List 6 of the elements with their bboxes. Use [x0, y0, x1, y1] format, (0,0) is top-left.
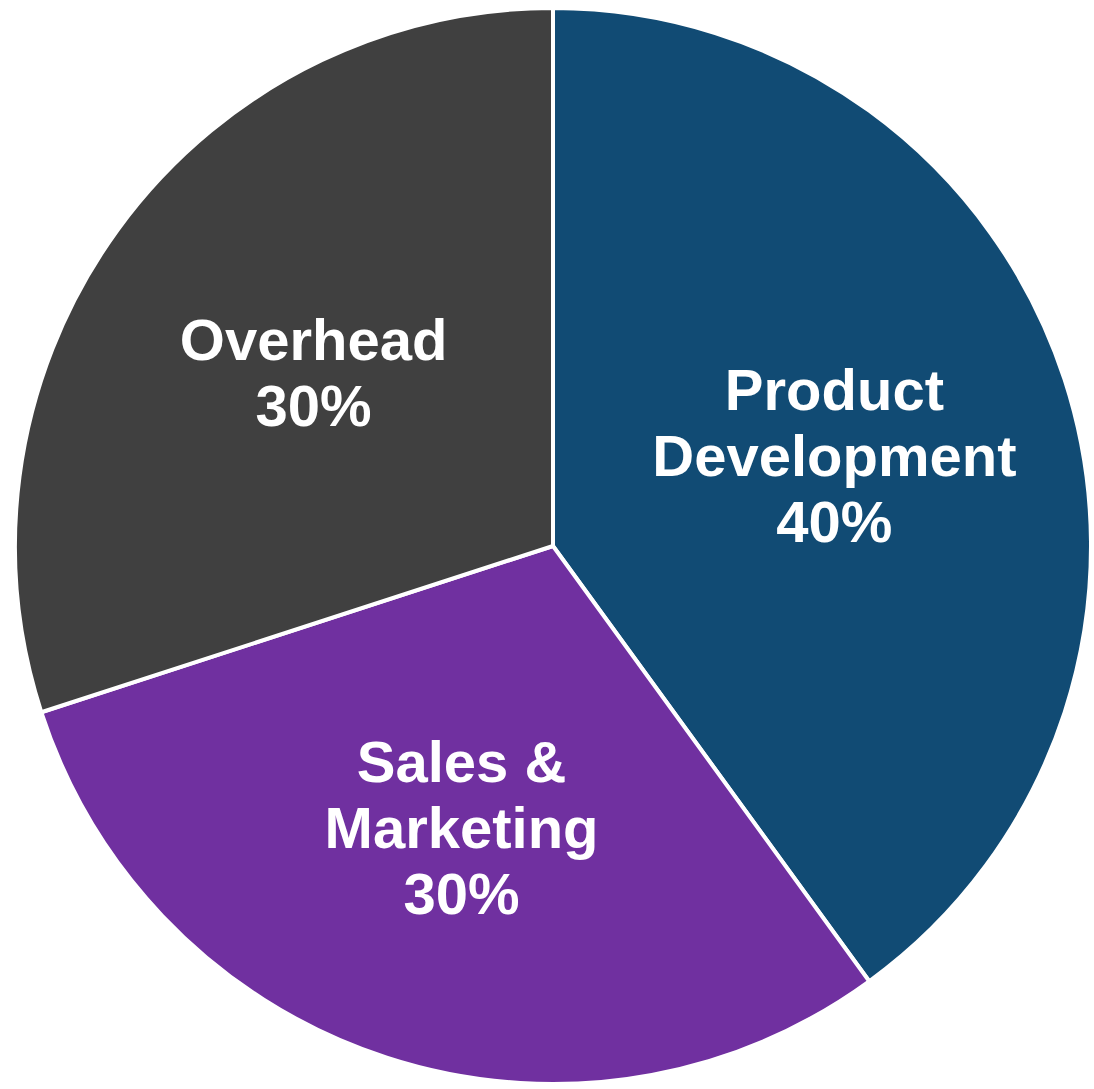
data-label: 30%	[403, 860, 520, 926]
slice-label: Product Development	[652, 356, 1017, 488]
data-label: 30%	[255, 372, 372, 438]
slice-label: Sales & Marketing	[324, 728, 599, 860]
data-label: 40%	[776, 488, 893, 554]
slice-label: Overhead	[179, 306, 448, 372]
